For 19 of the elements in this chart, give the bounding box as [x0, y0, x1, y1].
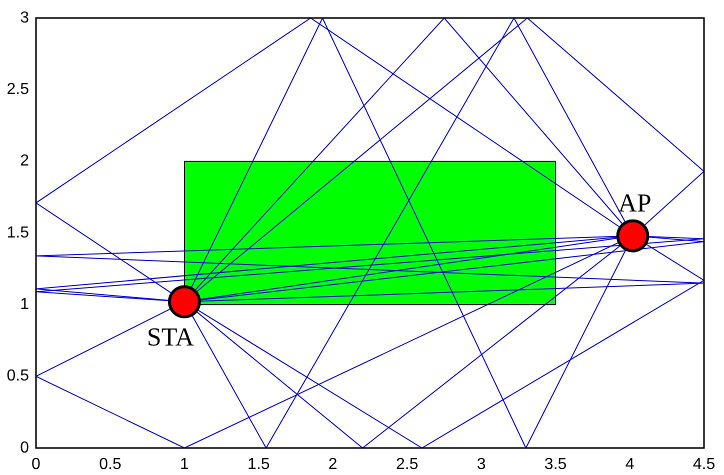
- y-tick-label: 0.5: [6, 368, 30, 385]
- x-tick-label: 0: [32, 456, 41, 474]
- x-tick-label: 0.5: [99, 456, 122, 474]
- series-label: AP: [618, 188, 652, 218]
- x-tick-label: 1.5: [248, 456, 270, 474]
- x-tick-label: 3: [476, 456, 486, 474]
- x-tick-label: 4: [625, 456, 634, 474]
- y-tick-label: 1.5: [6, 224, 30, 242]
- x-tick-label: 2.5: [396, 456, 418, 474]
- series-label: STA: [146, 322, 194, 352]
- x-tick-label: 2: [328, 456, 338, 474]
- y-tick-label: 2.5: [6, 81, 30, 98]
- y-tick-label: 2: [20, 152, 30, 170]
- y-tick-label: 0: [20, 439, 30, 456]
- x-tick-label: 3.5: [544, 456, 567, 474]
- y-tick-label: 3: [20, 9, 30, 26]
- x-tick-label: 1: [180, 456, 189, 474]
- y-tick-label: 1: [20, 296, 30, 314]
- x-tick-label: 4.5: [692, 456, 716, 474]
